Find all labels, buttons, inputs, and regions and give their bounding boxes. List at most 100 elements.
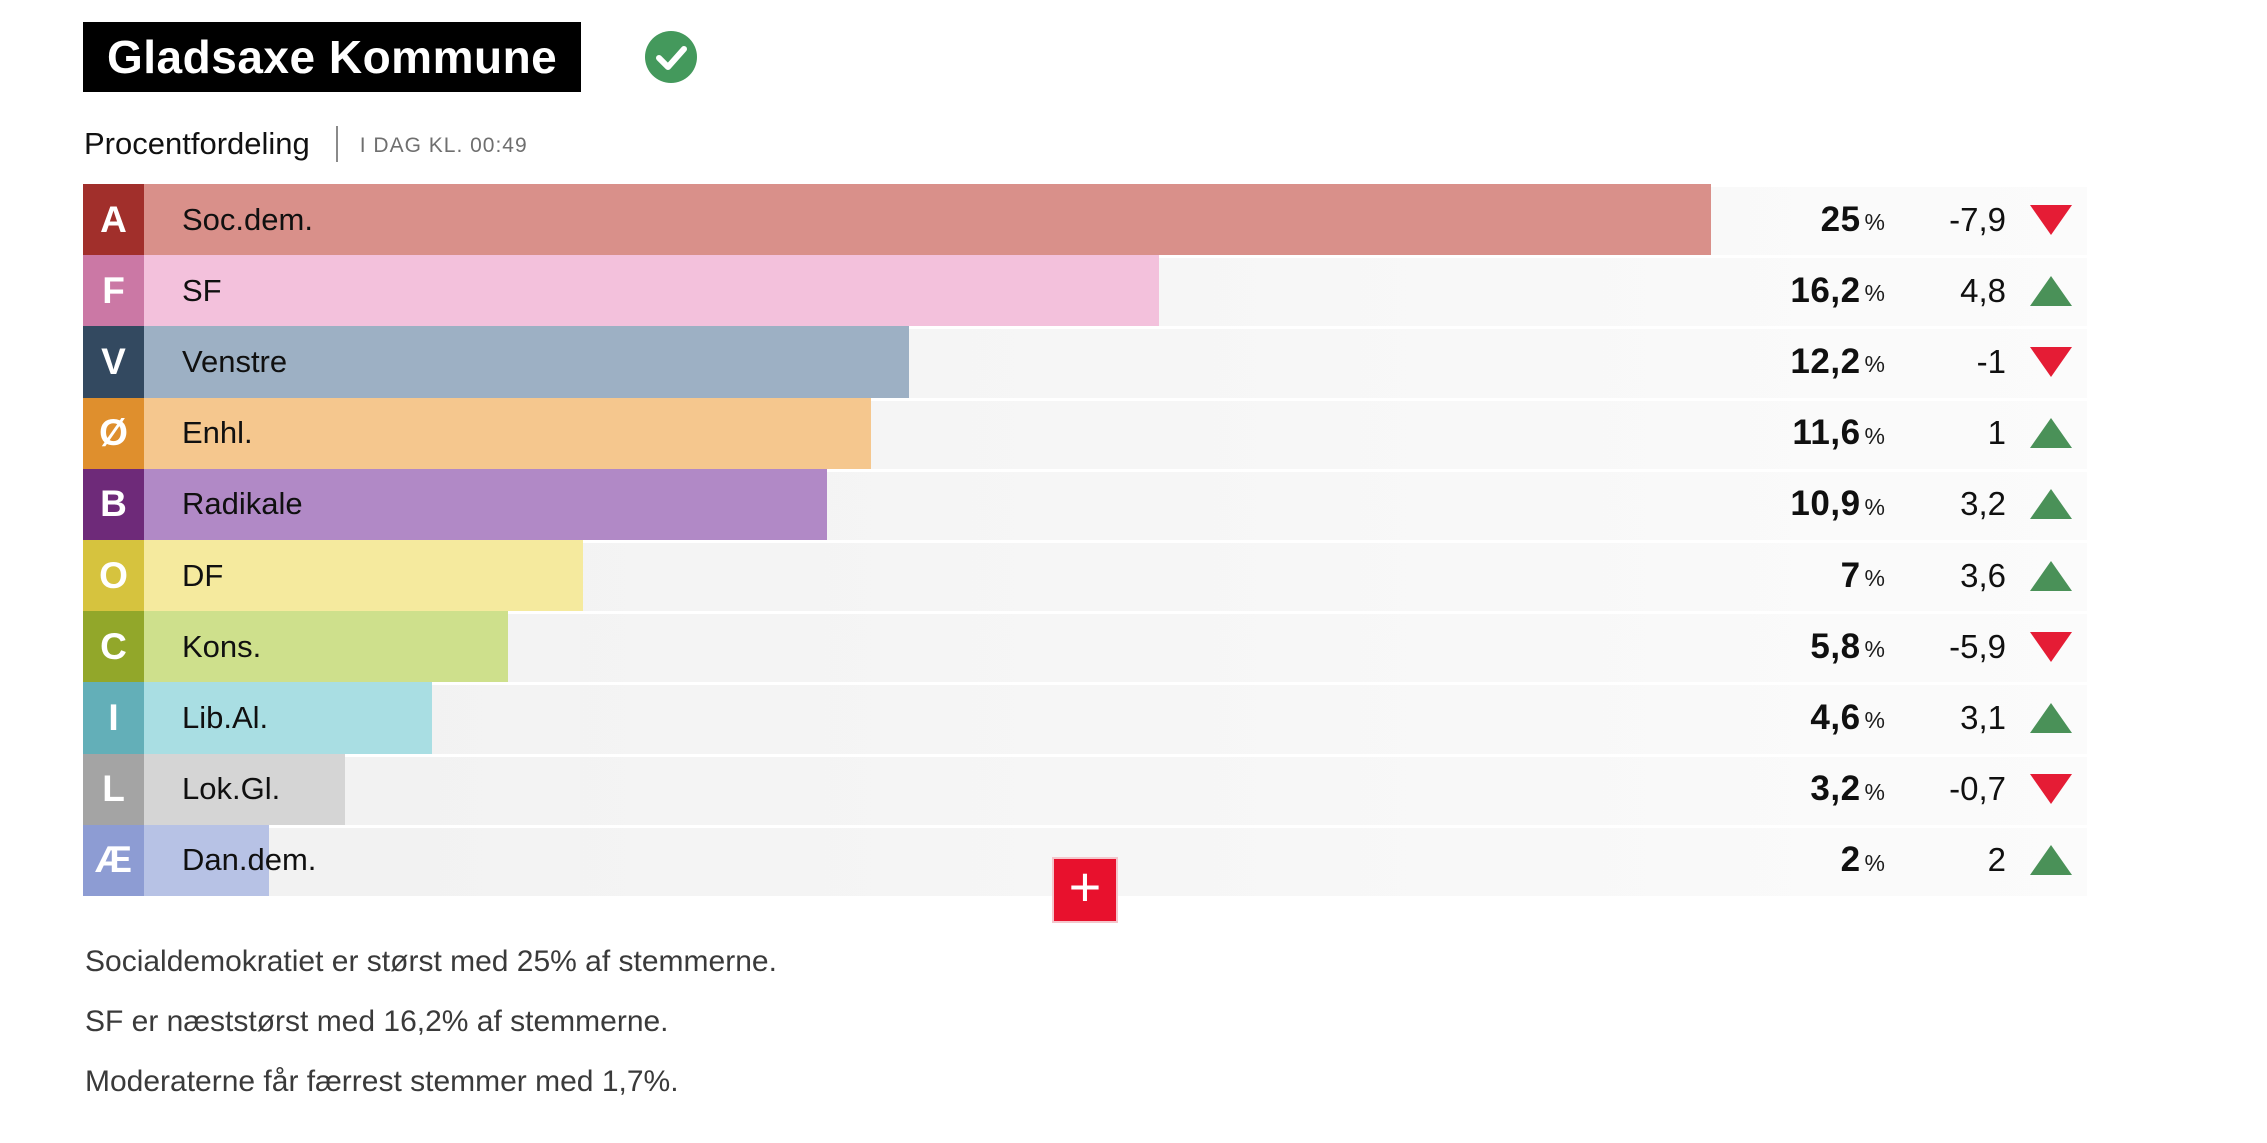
percent-value: 10,9 [1790,484,1861,524]
percent-value: 16,2 [1790,270,1861,310]
percent-sign: % [1864,778,1885,805]
party-name: SF [182,272,222,308]
party-change: -5,9 [1949,627,2006,665]
party-letter-badge: C [83,611,144,683]
party-letter-badge: F [83,255,144,327]
party-row: Ø Enhl. 11,6 % 1 [83,397,2087,469]
percent-value: 5,8 [1810,626,1861,666]
percent-value: 4,6 [1810,697,1861,737]
party-row: O DF 7 % 3,6 [83,539,2087,612]
percent-sign: % [1864,422,1885,449]
party-percent: 25 % [1821,184,1885,255]
percent-sign: % [1864,565,1885,592]
percent-value: 12,2 [1790,341,1861,381]
percent-sign: % [1864,636,1885,663]
party-row: I Lib.Al. 4,6 % 3,1 [83,682,2087,754]
party-bar [144,397,871,469]
party-change: -7,9 [1949,200,2006,238]
change-direction-icon [2030,204,2072,235]
party-name: Enhl. [182,415,253,451]
party-bar [144,824,269,896]
party-bar [144,539,583,612]
party-change: -1 [1976,342,2006,380]
change-direction-icon [2030,346,2072,377]
party-percent: 3,2 % [1810,754,1885,825]
party-bar [144,255,1159,327]
change-direction-icon [2030,489,2072,520]
party-letter-badge: Æ [83,824,144,896]
party-name: Lib.Al. [182,699,269,735]
party-percent: 10,9 % [1790,469,1885,540]
party-row: F SF 16,2 % 4,8 [83,255,2087,327]
summary-line: Moderaterne får færrest stemmer med 1,7%… [85,1065,679,1098]
party-letter-badge: V [83,326,144,398]
party-percent: 4,6 % [1810,682,1885,753]
percent-value: 2 [1840,840,1861,880]
party-name: Lok.Gl. [182,771,281,807]
percent-sign: % [1864,209,1885,236]
percent-sign: % [1864,280,1885,307]
party-name: Dan.dem. [182,842,317,878]
summary-line: Socialdemokratiet er størst med 25% af s… [85,945,777,978]
party-change: 3,6 [1960,556,2006,594]
party-letter-badge: A [83,184,144,256]
party-percent: 12,2 % [1790,326,1885,397]
percent-value: 25 [1820,199,1861,239]
party-letter-badge: O [83,539,144,612]
percent-value: 11,6 [1792,413,1861,453]
timestamp: I DAG KL. 00:49 [359,134,528,157]
change-direction-icon [2030,774,2072,805]
percent-value: 7 [1840,555,1861,595]
summary-text: Socialdemokratiet er størst med 25% af s… [85,932,777,1112]
party-name: Radikale [182,486,303,522]
party-change: 4,8 [1960,271,2006,309]
party-bar [144,468,827,540]
change-direction-icon [2030,418,2072,449]
percent-distribution-chart: A Soc.dem. 25 % -7,9 F SF 16,2 % 4,8 V V… [83,184,2087,896]
percent-sign: % [1864,849,1885,876]
bar-track [144,756,2087,825]
divider [335,126,338,162]
chart-subtitle-row: Procentfordeling I DAG KL. 00:49 [84,126,528,162]
percent-sign: % [1864,351,1885,378]
party-percent: 5,8 % [1810,611,1885,682]
chart-title: Procentfordeling [84,126,310,161]
change-direction-icon [2030,275,2072,306]
party-bar [144,611,508,683]
party-letter-badge: I [83,682,144,754]
change-direction-icon [2030,631,2072,662]
change-direction-icon [2030,845,2072,876]
page-title: Gladsaxe Kommune [83,22,582,92]
party-name: Soc.dem. [182,201,313,237]
percent-sign: % [1864,493,1885,520]
party-letter-badge: L [83,753,144,825]
party-letter-badge: Ø [83,397,144,469]
percent-sign: % [1864,707,1885,734]
party-change: 3,2 [1960,485,2006,523]
party-percent: 2 % [1841,825,1885,896]
percent-value: 3,2 [1810,769,1861,809]
expand-button[interactable]: + [1052,857,1118,923]
checkmark-icon [645,31,697,83]
party-name: Venstre [182,343,288,379]
party-change: 1 [1987,414,2006,452]
party-row: B Radikale 10,9 % 3,2 [83,468,2087,540]
party-bar [144,184,1711,256]
party-bar [144,326,909,398]
party-percent: 11,6 % [1792,398,1885,469]
party-percent: 7 % [1841,540,1885,611]
change-direction-icon [2030,560,2072,591]
bar-track [144,685,2087,754]
party-row: V Venstre 12,2 % -1 [83,326,2087,398]
party-bar [144,682,432,754]
party-change: -0,7 [1949,770,2006,808]
party-row: C Kons. 5,8 % -5,9 [83,611,2087,683]
party-change: 3,1 [1960,698,2006,736]
party-change: 2 [1987,841,2006,879]
party-row: L Lok.Gl. 3,2 % -0,7 [83,753,2087,825]
party-letter-badge: B [83,468,144,540]
party-bar [144,753,345,825]
party-percent: 16,2 % [1790,255,1885,326]
party-name: DF [182,557,224,593]
